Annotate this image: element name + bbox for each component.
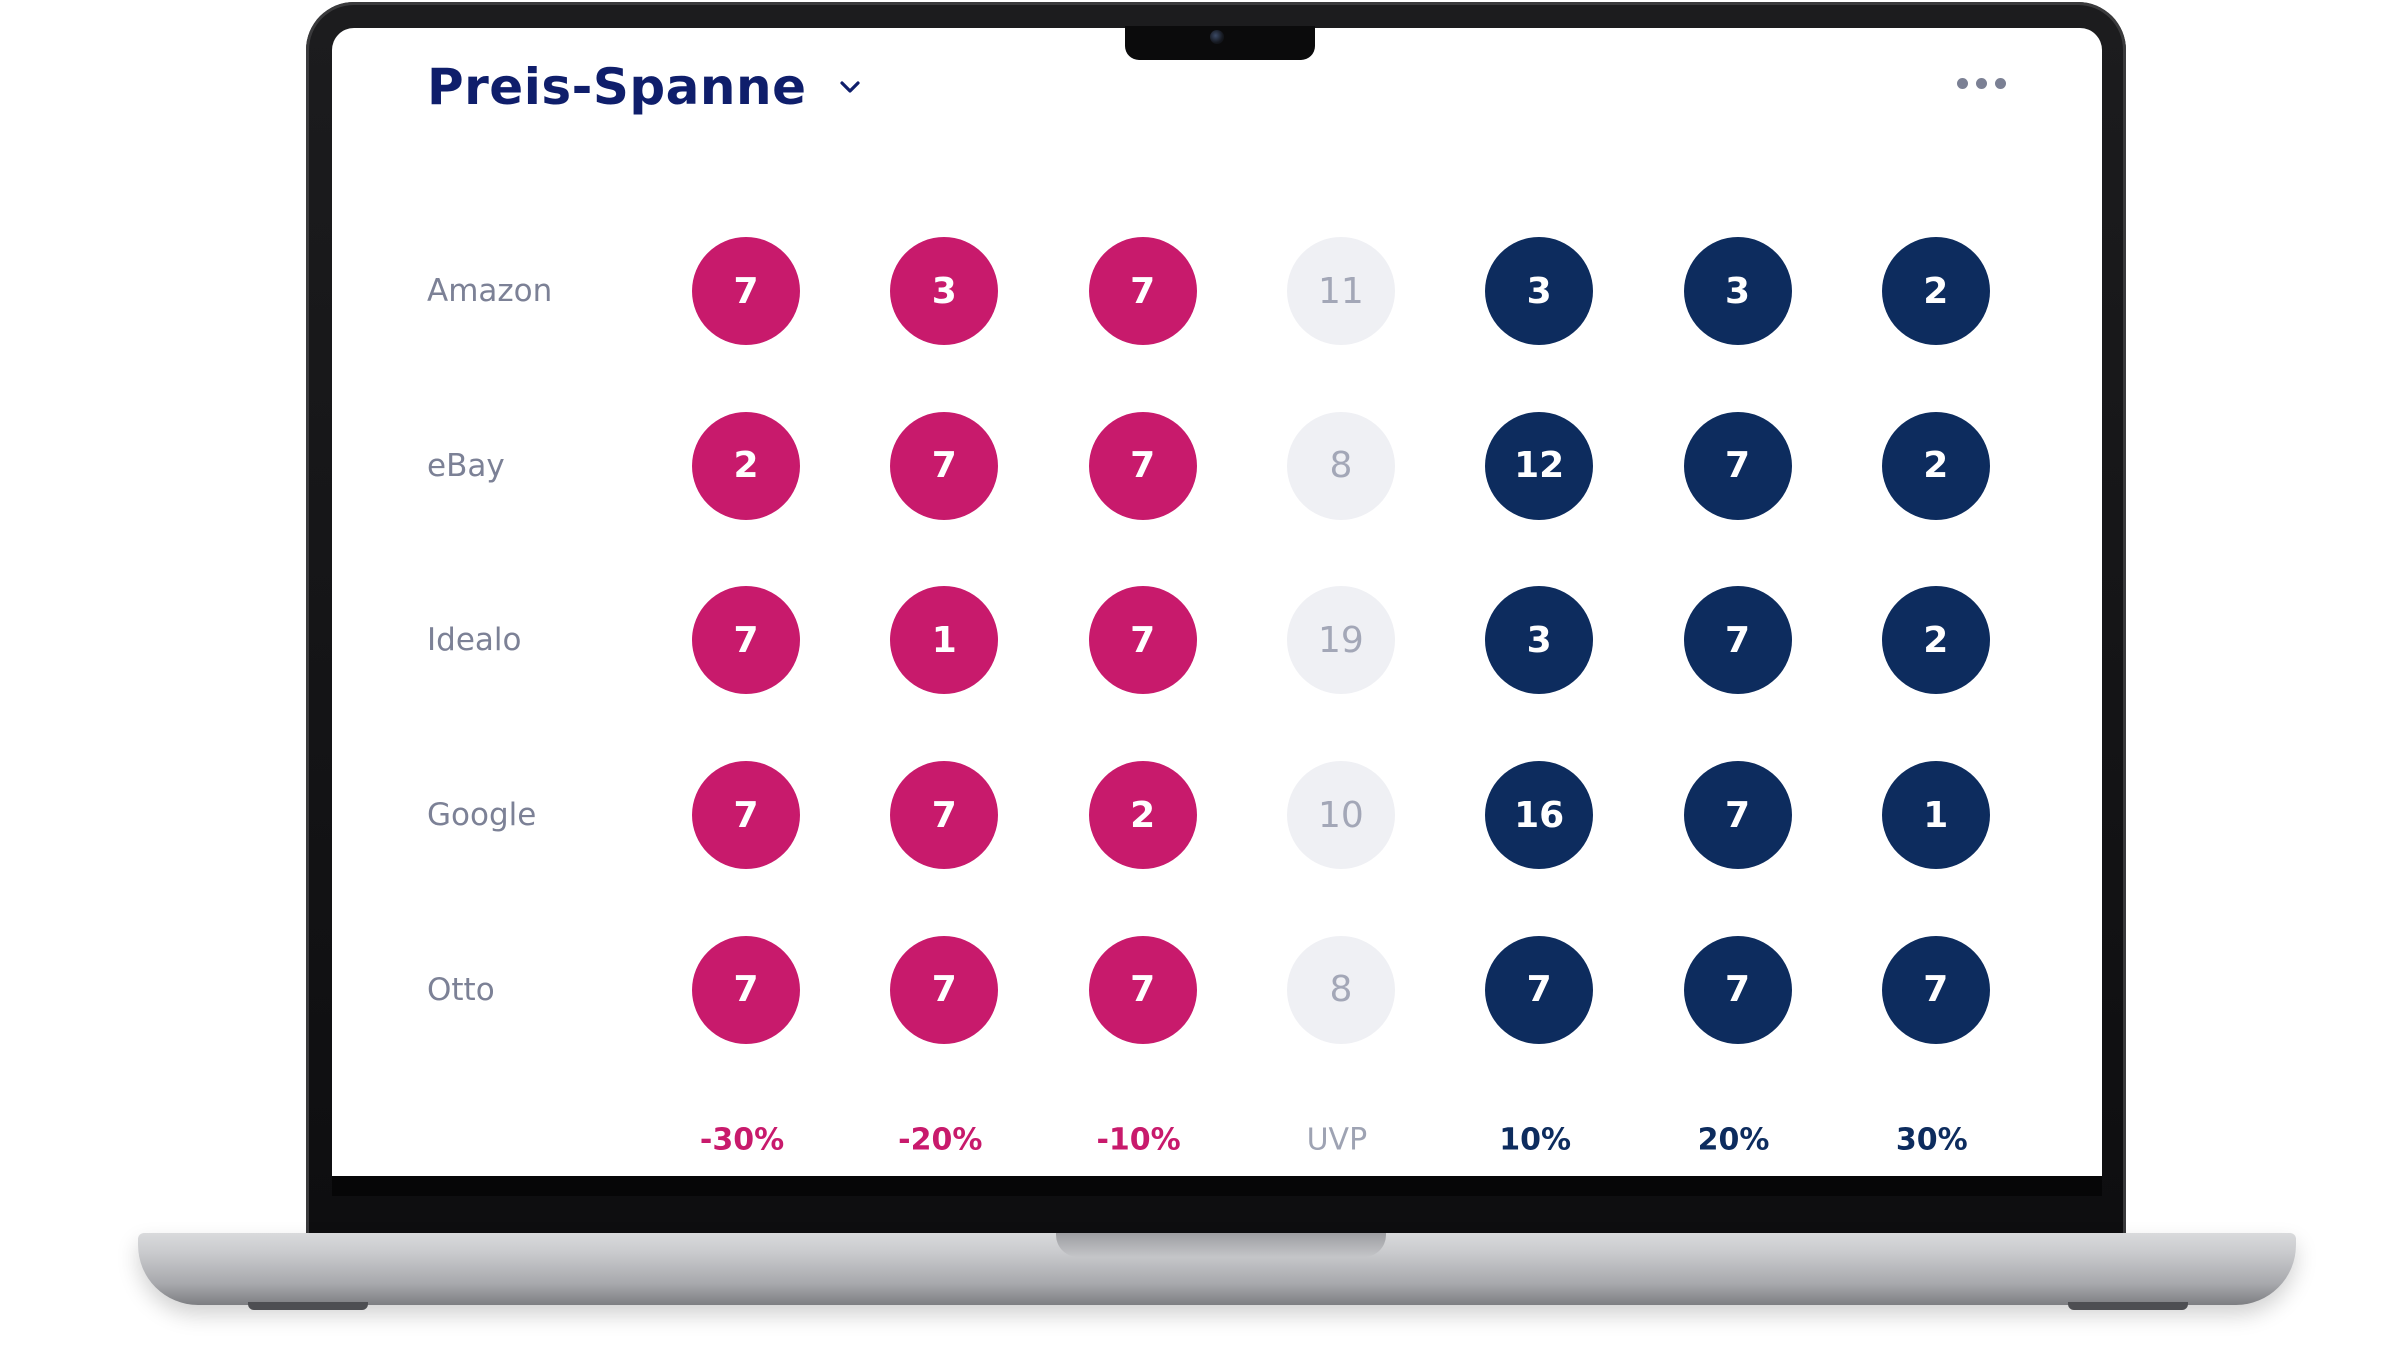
count-dot[interactable]: 7 — [692, 761, 800, 870]
count-dot[interactable]: 19 — [1286, 586, 1395, 695]
chevron-down-icon[interactable] — [835, 72, 865, 102]
trackpad-notch — [1056, 1233, 1386, 1257]
count-dot[interactable]: 7 — [1088, 237, 1197, 345]
row-label-amazon: Amazon — [427, 273, 553, 309]
row-label-ebay: eBay — [427, 447, 505, 484]
count-dot[interactable]: 3 — [1485, 586, 1594, 695]
count-dot[interactable]: 8 — [1286, 935, 1395, 1044]
column-label: -30% — [699, 1122, 785, 1158]
count-dot[interactable]: 1 — [1881, 761, 1990, 870]
count-dot[interactable]: 7 — [1683, 935, 1792, 1044]
laptop-foot-left — [248, 1302, 368, 1310]
laptop-foot-right — [2068, 1302, 2188, 1310]
count-dot[interactable]: 7 — [1088, 411, 1197, 520]
camera-icon — [1210, 30, 1224, 44]
count-dot[interactable]: 16 — [1485, 761, 1594, 870]
count-dot[interactable]: 2 — [1881, 237, 1990, 345]
column-label: 30% — [1895, 1122, 1968, 1158]
count-dot[interactable]: 2 — [692, 411, 800, 520]
count-dot[interactable]: 2 — [1088, 761, 1197, 870]
column-label: -20% — [898, 1122, 983, 1158]
count-dot[interactable]: 7 — [1485, 935, 1594, 1044]
row-label-google: Google — [427, 797, 537, 834]
row-label-idealo: Idealo — [427, 622, 522, 659]
count-dot[interactable]: 3 — [1683, 237, 1792, 345]
count-dot[interactable]: 11 — [1286, 237, 1395, 345]
count-dot[interactable]: 7 — [890, 411, 999, 520]
row-label-otto: Otto — [427, 971, 495, 1008]
count-dot[interactable]: 7 — [1683, 761, 1792, 870]
count-dot[interactable]: 7 — [1088, 935, 1197, 1044]
count-dot[interactable]: 7 — [692, 935, 800, 1044]
count-dot[interactable]: 10 — [1286, 761, 1395, 870]
count-dot[interactable]: 2 — [1881, 411, 1990, 520]
count-dot[interactable]: 3 — [1485, 237, 1594, 345]
count-dot[interactable]: 7 — [1683, 586, 1792, 695]
count-dot[interactable]: 7 — [692, 237, 800, 345]
card-header: Preis-Spanne — [427, 58, 865, 116]
column-label: 10% — [1499, 1122, 1572, 1158]
count-dot[interactable]: 7 — [1881, 935, 1990, 1044]
screen-bezel — [332, 1176, 2102, 1196]
count-dot[interactable]: 8 — [1286, 411, 1395, 520]
count-dot[interactable]: 7 — [1088, 586, 1197, 695]
app-screen: Preis-Spanne Amazon 7 3 7 11 3 3 2 eBay 2 7 7 8 12 7 2 I… — [332, 28, 2102, 1176]
count-dot[interactable]: 7 — [1683, 411, 1792, 520]
count-dot[interactable]: 7 — [692, 586, 800, 695]
more-horizontal-icon[interactable] — [1957, 78, 2006, 89]
count-dot[interactable]: 7 — [890, 761, 999, 870]
count-dot[interactable]: 2 — [1881, 586, 1990, 695]
count-dot[interactable]: 12 — [1485, 411, 1594, 520]
count-dot[interactable]: 7 — [890, 935, 999, 1044]
count-dot[interactable]: 1 — [890, 586, 999, 695]
column-label: -10% — [1096, 1122, 1181, 1158]
column-label: 20% — [1697, 1122, 1770, 1158]
count-dot[interactable]: 3 — [890, 237, 999, 345]
column-label: UVP — [1306, 1122, 1368, 1158]
page-title: Preis-Spanne — [427, 58, 807, 116]
